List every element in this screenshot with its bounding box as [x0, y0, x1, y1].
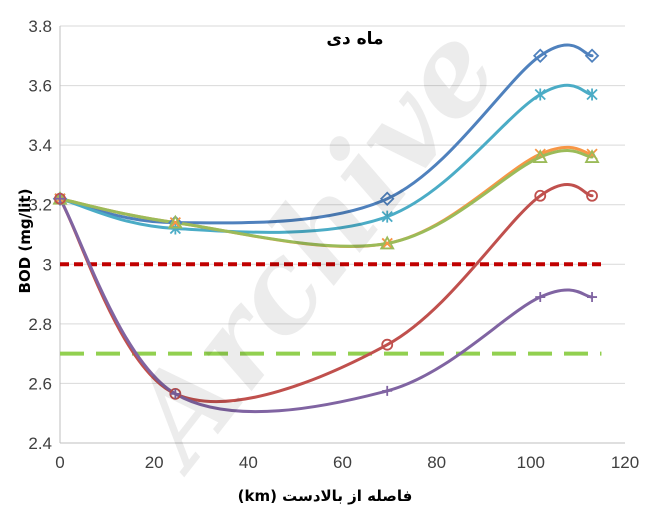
- y-tick-label: 2.4: [28, 434, 52, 453]
- x-tick-label: 100: [517, 453, 545, 472]
- reference-lines: [60, 262, 602, 356]
- data-point: [379, 235, 395, 250]
- data-point: [586, 88, 598, 101]
- chart-title: ماه دی: [326, 29, 383, 49]
- data-point: [167, 214, 183, 229]
- series-line: [58, 183, 594, 403]
- x-tick-label: 40: [239, 453, 258, 472]
- y-tick-label: 3.4: [28, 136, 52, 155]
- data-point: [532, 149, 548, 163]
- markers-layer: [52, 48, 600, 400]
- data-point: [584, 48, 600, 64]
- y-tick-labels: 2.4 2.6 2.8 3 3.2 3.4 3.6 3.8: [28, 17, 52, 453]
- data-point: [532, 48, 548, 64]
- x-tick-labels: 0 20 40 60 80 100 120: [55, 453, 639, 472]
- data-point: [381, 210, 393, 223]
- data-point: [382, 385, 393, 396]
- y-axis-title: BOD (mg/lit): [16, 189, 34, 294]
- data-point: [381, 338, 394, 351]
- y-tick-label: 3.2: [28, 196, 52, 215]
- x-tick-label: 0: [55, 453, 64, 472]
- data-point: [169, 216, 181, 229]
- y-tick-label: 2.8: [28, 315, 52, 334]
- y-tick-label: 3: [43, 255, 52, 274]
- data-point: [586, 189, 598, 202]
- grid-lines: [59, 25, 625, 444]
- data-point: [170, 388, 181, 399]
- data-point: [379, 191, 395, 207]
- x-tick-label: 80: [427, 453, 446, 472]
- y-tick-label: 2.6: [28, 374, 52, 393]
- x-axis-title: فاصله از بالادست (km): [238, 487, 413, 505]
- y-tick-label: 3.8: [28, 17, 52, 36]
- data-point: [55, 193, 65, 204]
- data-point: [381, 237, 393, 250]
- data-point: [534, 88, 546, 101]
- data-point: [535, 292, 546, 303]
- x-tick-label: 120: [611, 453, 639, 472]
- data-point: [584, 149, 600, 163]
- data-point: [534, 189, 547, 202]
- data-point: [587, 292, 598, 303]
- x-tick-label: 60: [333, 453, 352, 472]
- y-tick-label: 3.6: [28, 77, 52, 96]
- x-tick-label: 20: [145, 453, 164, 472]
- series-line: [58, 149, 594, 248]
- watermark: Archive: [96, 0, 526, 495]
